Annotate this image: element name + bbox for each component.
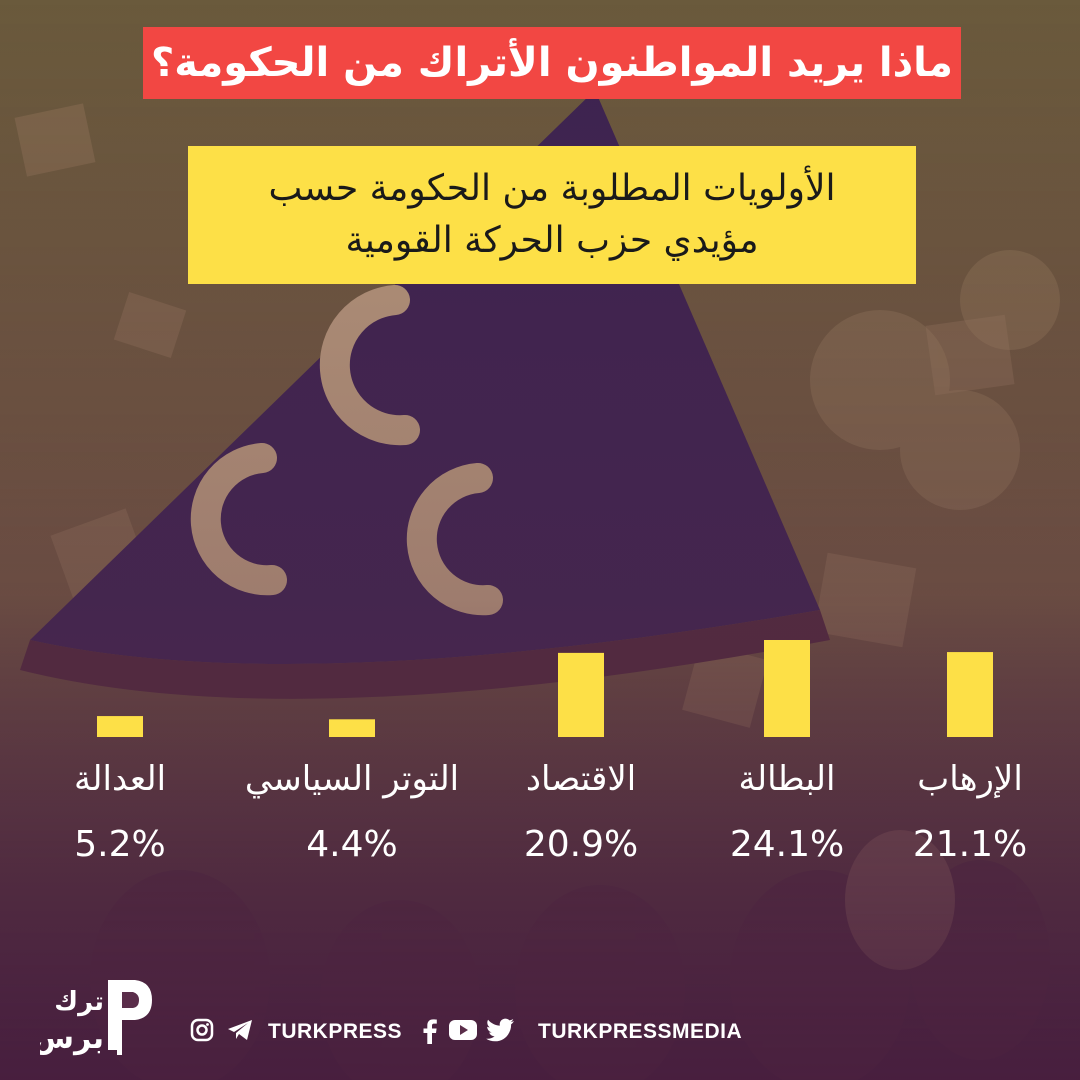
- category-label-4: العدالة: [74, 759, 166, 799]
- value-label-3: 4.4%: [306, 824, 397, 865]
- bar-1: [764, 640, 810, 737]
- title-banner: ماذا يريد المواطنون الأتراك من الحكومة؟: [143, 27, 961, 99]
- logo-text-line1: ترك: [54, 987, 104, 1017]
- category-label-0: الإرهاب: [917, 759, 1023, 799]
- subtitle-banner: الأولويات المطلوبة من الحكومة حسب مؤيدي …: [188, 146, 916, 284]
- handle-left: TURKPRESS: [268, 1020, 403, 1043]
- footer-bar: TURKPRESS TURKPRESSMEDIA: [0, 1010, 1080, 1060]
- instagram-icon[interactable]: [190, 1018, 214, 1042]
- bar-2: [558, 652, 604, 737]
- page-title: ماذا يريد المواطنون الأتراك من الحكومة؟: [151, 40, 953, 86]
- value-label-1: 24.1%: [730, 824, 844, 865]
- telegram-icon[interactable]: [226, 1018, 254, 1042]
- value-label-4: 5.2%: [74, 824, 165, 865]
- facebook-icon[interactable]: [422, 1018, 438, 1044]
- value-label-0: 21.1%: [913, 824, 1027, 865]
- youtube-icon[interactable]: [448, 1018, 478, 1042]
- chart-subtitle: الأولويات المطلوبة من الحكومة حسب مؤيدي …: [269, 163, 836, 267]
- category-label-3: التوتر السياسي: [245, 759, 459, 799]
- category-label-2: الاقتصاد: [526, 759, 636, 799]
- handle-right: TURKPRESSMEDIA: [538, 1020, 743, 1043]
- bar-3: [329, 719, 375, 737]
- subtitle-line-2: مؤيدي حزب الحركة القومية: [345, 220, 759, 261]
- bar-0: [947, 652, 993, 737]
- twitter-icon[interactable]: [486, 1018, 516, 1042]
- value-label-2: 20.9%: [524, 824, 638, 865]
- turkpress-logo: ترك برس: [40, 980, 152, 1056]
- bar-4: [97, 716, 143, 737]
- subtitle-line-1: الأولويات المطلوبة من الحكومة حسب: [268, 168, 836, 209]
- logo-text-line2: برس: [40, 1021, 104, 1056]
- category-label-1: البطالة: [739, 759, 836, 799]
